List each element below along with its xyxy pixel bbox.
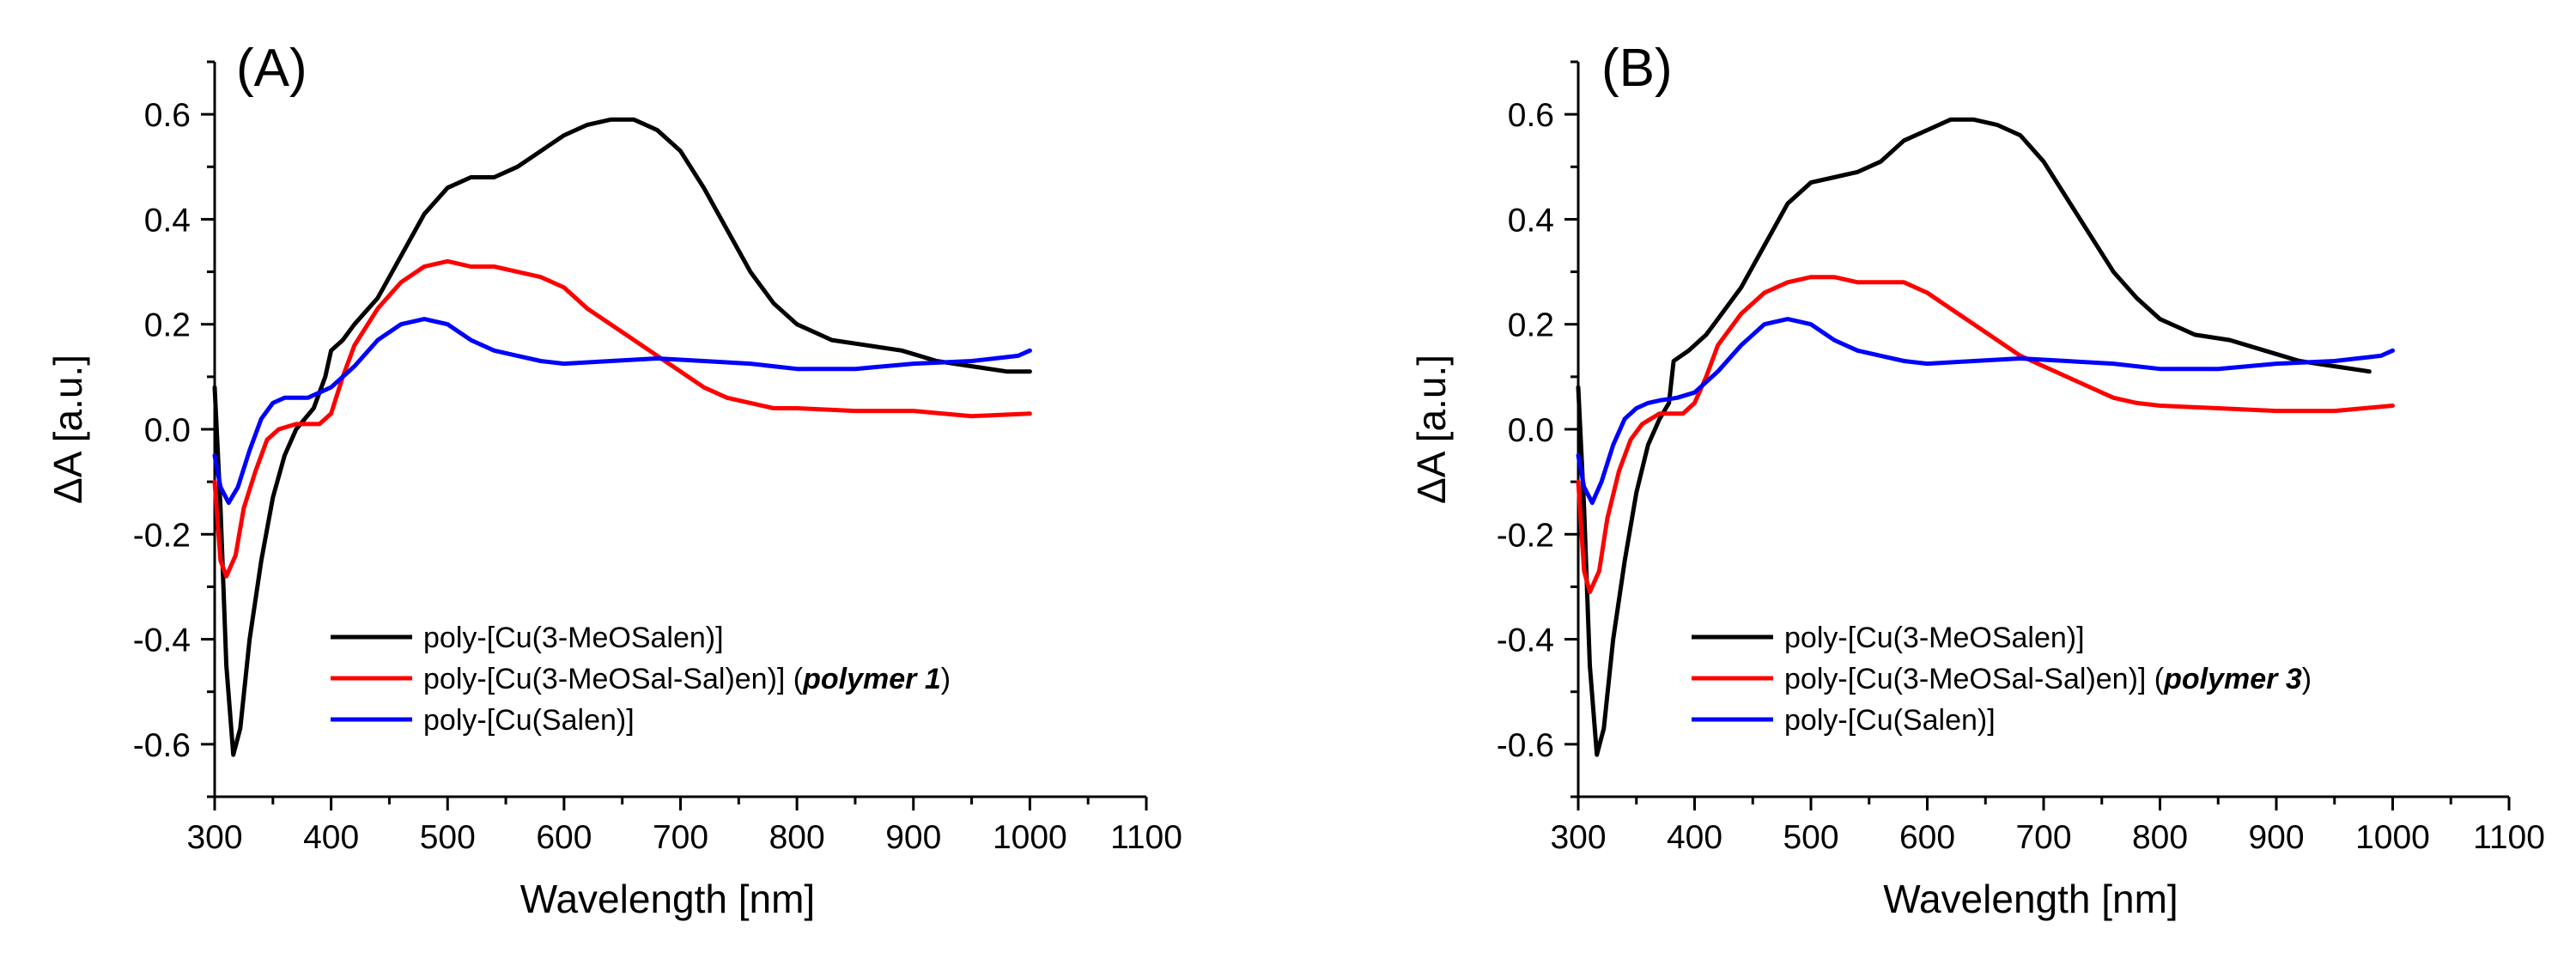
y-tick-label: -0.2 [1497,517,1554,554]
legend-label: poly-[Cu(3-MeOSalen)] [423,622,724,654]
y-tick-label: 0.0 [1508,412,1554,449]
y-tick-label: -0.4 [1497,622,1554,659]
x-tick-label: 400 [303,819,359,856]
x-tick-label: 900 [2248,819,2304,856]
panel-label: (B) [1601,39,1673,98]
y-tick-label: -0.6 [133,727,191,764]
x-axis-title: Wavelength [nm] [1883,877,2178,921]
x-tick-label: 1000 [2355,819,2430,856]
x-tick-label: 700 [653,819,708,856]
x-tick-label: 600 [536,819,592,856]
chart-panel-a: (A) 300 400 500 600 700 800 900 1000 1100 -0.6 -0.4… [46,39,1182,921]
y-tick-label: 0.6 [1508,97,1554,134]
legend-label: poly-[Cu(3-MeOSal-Sal)en)] (polymer 1) [423,663,951,695]
x-tick-label: 1100 [2473,819,2545,856]
y-tick-label: 0.4 [144,202,191,239]
y-tick-label: -0.6 [1497,727,1554,764]
y-tick-label: 0.2 [144,307,191,344]
x-tick-label: 600 [1899,819,1955,856]
x-tick-label: 900 [885,819,941,856]
chart-panel-b: (B) 300 400 500 600 700 800 900 1000 1100 -0.6 -0.4… [1409,39,2545,921]
x-tick-label: 500 [1783,819,1838,856]
y-tick-label: 0.4 [1508,202,1554,239]
y-tick-label: -0.2 [133,517,191,554]
series-line-1 [1576,117,2372,757]
x-tick-label: 1000 [993,819,1067,856]
y-tick-label: 0.6 [144,97,191,134]
legend-label: poly-[Cu(3-MeOSalen)] [1784,622,2085,654]
x-tick-label: 700 [2015,819,2071,856]
legend: poly-[Cu(3-MeOSalen)] poly-[Cu(3-MeOSal-S… [1692,622,2312,737]
series-line-1 [212,117,1032,757]
legend: poly-[Cu(3-MeOSalen)] poly-[Cu(3-MeOSal-S… [331,622,951,737]
y-tick-label: -0.4 [133,622,191,659]
x-tick-label: 300 [1550,819,1606,856]
series-line-3 [212,317,1032,506]
x-tick-label: 500 [420,819,476,856]
y-axis-title: ΔA [a.u.] [1409,355,1454,504]
x-axis-title: Wavelength [nm] [520,877,815,921]
series-line-2 [1576,275,2395,594]
y-tick-label: 0.2 [1508,307,1554,344]
y-tick-label: 0.0 [144,412,191,449]
x-tick-label: 400 [1667,819,1722,856]
legend-label: poly-[Cu(Salen)] [423,704,635,737]
legend-label: poly-[Cu(Salen)] [1784,704,1996,737]
x-tick-label: 800 [2132,819,2188,856]
x-tick-label: 800 [769,819,825,856]
x-tick-label: 300 [186,819,242,856]
legend-label: poly-[Cu(3-MeOSal-Sal)en)] (polymer 3) [1784,663,2312,695]
series-line-2 [212,258,1032,579]
y-axis-title: ΔA [a.u.] [46,355,90,504]
panel-label: (A) [236,39,307,98]
series-line-3 [1576,317,2395,506]
x-tick-label: 1100 [1110,819,1182,856]
